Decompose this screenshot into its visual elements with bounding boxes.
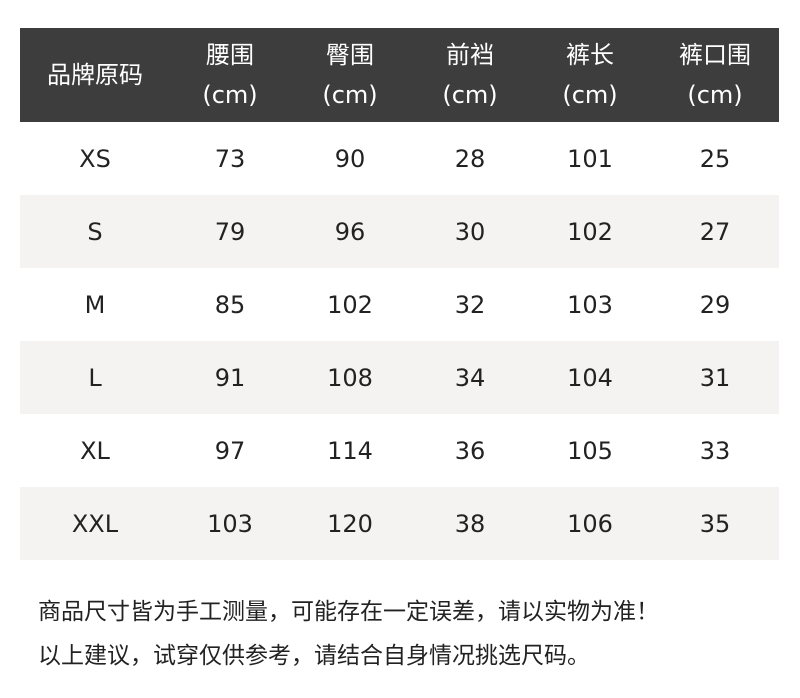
value-cell: 114 — [327, 436, 373, 465]
value-cell: 97 — [214, 436, 246, 465]
header-label: 臀围 — [326, 41, 374, 69]
value-cell: 103 — [567, 290, 613, 319]
value-cell: 108 — [327, 363, 373, 392]
header-unit: (cm) — [442, 81, 498, 109]
header-unit: (cm) — [202, 81, 258, 109]
value-cell: 25 — [699, 144, 731, 173]
header-front-rise: 前裆 (cm) — [410, 28, 530, 122]
disclaimer-note: 商品尺寸皆为手工测量，可能存在一定误差，请以实物为准！ 以上建议，试穿仅供参考，… — [38, 590, 659, 678]
table-row: XL 97 114 36 105 33 — [20, 414, 779, 487]
size-cell: XS — [79, 144, 111, 173]
size-chart-table: 品牌原码 腰围 (cm) 臀围 (cm) 前裆 (cm) 裤长 (cm) 裤口围 (cm)… — [20, 28, 779, 560]
size-cell: XL — [80, 436, 110, 465]
value-cell: 34 — [454, 363, 486, 392]
header-label: 品牌原码 — [47, 61, 143, 89]
size-cell: M — [84, 290, 106, 319]
value-cell: 96 — [334, 217, 366, 246]
header-unit: (cm) — [687, 81, 743, 109]
value-cell: 73 — [214, 144, 246, 173]
header-unit: (cm) — [562, 81, 618, 109]
table-row: S 79 96 30 102 27 — [20, 195, 779, 268]
header-hip: 臀围 (cm) — [290, 28, 410, 122]
value-cell: 105 — [567, 436, 613, 465]
header-label: 裤长 — [566, 41, 614, 69]
header-unit: (cm) — [322, 81, 378, 109]
value-cell: 33 — [699, 436, 731, 465]
value-cell: 120 — [327, 509, 373, 538]
header-label: 前裆 — [446, 41, 494, 69]
header-length: 裤长 (cm) — [530, 28, 650, 122]
value-cell: 79 — [214, 217, 246, 246]
value-cell: 28 — [454, 144, 486, 173]
table-row: XXL 103 120 38 106 35 — [20, 487, 779, 560]
value-cell: 102 — [567, 217, 613, 246]
value-cell: 101 — [567, 144, 613, 173]
header-label: 裤口围 — [679, 41, 751, 69]
table-header: 品牌原码 腰围 (cm) 臀围 (cm) 前裆 (cm) 裤长 (cm) 裤口围 (cm) — [20, 28, 779, 122]
size-cell: XXL — [71, 509, 119, 538]
value-cell: 29 — [699, 290, 731, 319]
value-cell: 102 — [327, 290, 373, 319]
header-size: 品牌原码 — [35, 28, 155, 122]
size-cell: L — [88, 363, 102, 392]
value-cell: 31 — [699, 363, 731, 392]
value-cell: 27 — [699, 217, 731, 246]
value-cell: 106 — [567, 509, 613, 538]
value-cell: 91 — [214, 363, 246, 392]
size-cell: S — [87, 217, 103, 246]
value-cell: 38 — [454, 509, 486, 538]
value-cell: 85 — [214, 290, 246, 319]
value-cell: 103 — [207, 509, 253, 538]
value-cell: 104 — [567, 363, 613, 392]
header-leg-opening: 裤口围 (cm) — [655, 28, 775, 122]
header-waist: 腰围 (cm) — [170, 28, 290, 122]
table-row: M 85 102 32 103 29 — [20, 268, 779, 341]
value-cell: 35 — [699, 509, 731, 538]
value-cell: 30 — [454, 217, 486, 246]
value-cell: 36 — [454, 436, 486, 465]
header-label: 腰围 — [206, 41, 254, 69]
value-cell: 32 — [454, 290, 486, 319]
note-line: 以上建议，试穿仅供参考，请结合自身情况挑选尺码。 — [38, 643, 590, 669]
table-row: XS 73 90 28 101 25 — [20, 122, 779, 195]
table-row: L 91 108 34 104 31 — [20, 341, 779, 414]
value-cell: 90 — [334, 144, 366, 173]
note-line: 商品尺寸皆为手工测量，可能存在一定误差，请以实物为准！ — [38, 599, 659, 625]
